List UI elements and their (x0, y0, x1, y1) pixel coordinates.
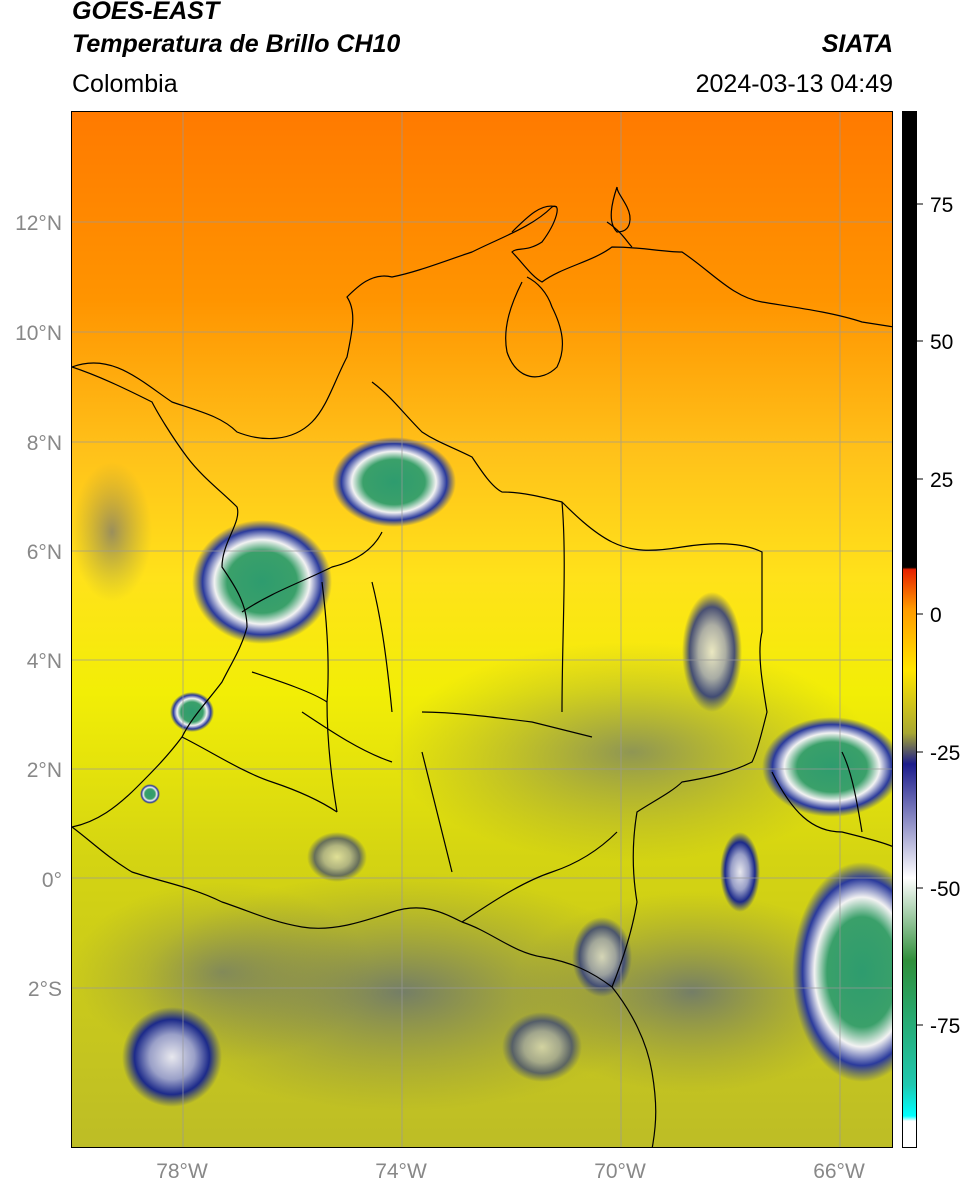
lat-tick: 6°N (27, 541, 62, 564)
map-canvas (72, 112, 892, 1147)
lon-tick: 78°W (156, 1160, 208, 1183)
datetime-label: 2024-03-13 04:49 (695, 70, 893, 98)
colorbar-label: -75 (930, 1015, 960, 1038)
title-product: Temperatura de Brillo CH10 (72, 30, 401, 58)
satellite-map[interactable] (71, 111, 893, 1148)
region-label: Colombia (72, 70, 178, 98)
colorbar-label: -50 (930, 878, 960, 901)
brand-label: SIATA (821, 30, 893, 58)
lat-tick: 2°S (28, 978, 62, 1001)
colorbar-label: 75 (930, 194, 953, 217)
lat-tick: 8°N (27, 432, 62, 455)
colorbar (902, 111, 917, 1148)
lat-tick: 2°N (27, 759, 62, 782)
title-satellite: GOES-EAST (72, 0, 220, 25)
graticule (72, 112, 892, 1147)
lon-tick: 70°W (594, 1160, 646, 1183)
lat-tick: 10°N (15, 322, 62, 345)
colorbar-label: -25 (930, 742, 960, 765)
lon-tick: 74°W (375, 1160, 427, 1183)
colorbar-label: 0 (930, 604, 942, 627)
colorbar-label: 25 (930, 469, 953, 492)
lat-tick: 12°N (15, 212, 62, 235)
lat-tick: 4°N (27, 650, 62, 673)
colorbar-label: 50 (930, 331, 953, 354)
colorbar-ticks (917, 203, 923, 1026)
lat-tick: 0° (42, 869, 62, 892)
lon-tick: 66°W (813, 1160, 865, 1183)
borders (72, 186, 892, 1147)
